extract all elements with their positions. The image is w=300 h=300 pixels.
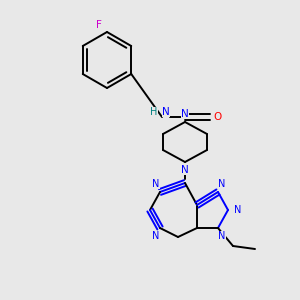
Text: N: N: [218, 179, 226, 189]
Text: F: F: [96, 20, 102, 30]
Text: N: N: [152, 231, 160, 241]
Text: N: N: [181, 165, 189, 175]
Text: N: N: [218, 231, 226, 241]
Text: O: O: [214, 112, 222, 122]
Text: N: N: [152, 179, 160, 189]
Text: N: N: [181, 109, 189, 119]
Text: H: H: [150, 107, 158, 117]
Text: N: N: [234, 205, 242, 215]
Text: N: N: [162, 107, 170, 117]
